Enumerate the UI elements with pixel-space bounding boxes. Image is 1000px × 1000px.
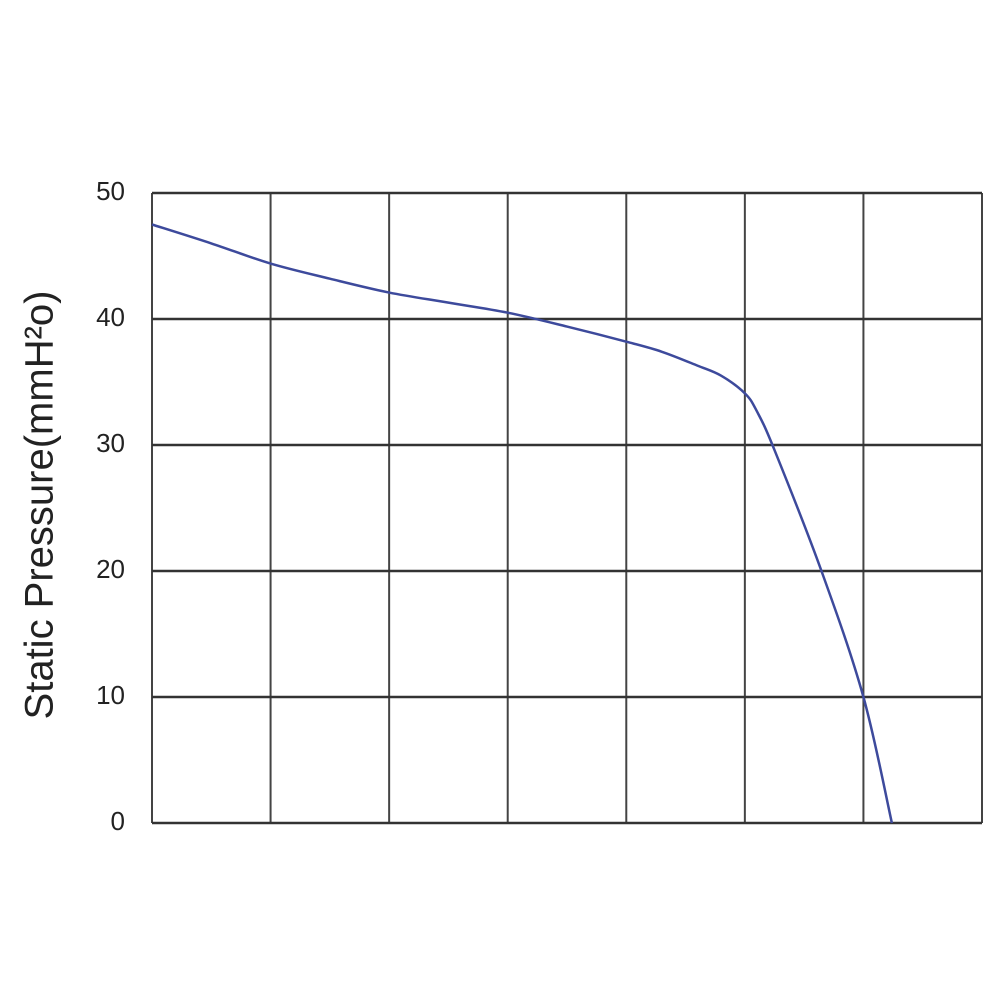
curve [151, 223, 894, 824]
y-tick-label: 50 [96, 176, 125, 206]
y-tick-label: 0 [111, 806, 125, 836]
y-tick-label: 20 [96, 554, 125, 584]
y-axis-label: Static Pressure(mmH²o) [18, 291, 62, 720]
y-tick-label: 30 [96, 428, 125, 458]
y-tick-label: 40 [96, 302, 125, 332]
y-tick-label: 10 [96, 680, 125, 710]
